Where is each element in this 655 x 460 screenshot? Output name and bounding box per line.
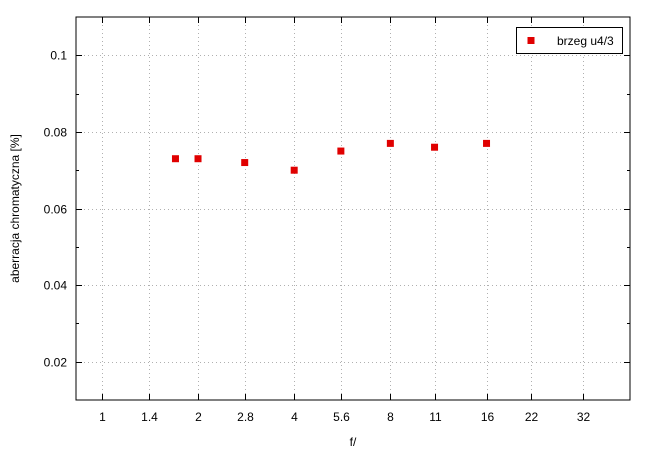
x-tick-label: 11 (429, 410, 442, 424)
x-tick-label: 1.4 (141, 410, 158, 424)
y-tick-label: 0.02 (44, 356, 68, 370)
x-tick-label: 8 (387, 410, 394, 424)
data-point (290, 166, 298, 174)
plot-area-frame (75, 16, 631, 401)
x-tick-label: 4 (291, 410, 298, 424)
y-tick-label: 0.04 (44, 279, 68, 293)
grid-lines (76, 17, 630, 400)
data-point (241, 159, 249, 167)
data-point (431, 143, 439, 151)
data-point (337, 147, 345, 155)
x-tick-label: 16 (481, 410, 495, 424)
x-tick-label: 5.6 (333, 410, 350, 424)
data-point (171, 155, 179, 163)
y-tick-label: 0.1 (50, 49, 67, 63)
x-tick-label: 1 (99, 410, 106, 424)
x-tick-label: 32 (577, 410, 591, 424)
legend-marker (527, 37, 535, 44)
x-tick-label: 22 (525, 410, 539, 424)
y-tick-label: 0.08 (44, 126, 68, 140)
data-point (194, 155, 202, 163)
y-tick-label: 0.06 (44, 203, 68, 217)
legend-label: brzeg u4/3 (557, 34, 614, 48)
y-axis-tick-labels: 0.02 0.04 0.06 0.08 0.1 (44, 49, 68, 370)
axis-ticks (76, 17, 630, 400)
x-tick-label: 2 (195, 410, 202, 424)
data-points (171, 139, 491, 174)
legend: brzeg u4/3 (516, 27, 623, 54)
x-axis-label: f/ (350, 435, 357, 449)
data-point (386, 139, 394, 147)
x-tick-label: 2.8 (237, 410, 254, 424)
data-point (483, 139, 491, 147)
y-axis-label: aberracja chromatyczna [%] (8, 134, 22, 283)
x-axis-tick-labels: 1 1.4 2 2.8 4 5.6 8 11 16 22 32 (99, 410, 590, 424)
